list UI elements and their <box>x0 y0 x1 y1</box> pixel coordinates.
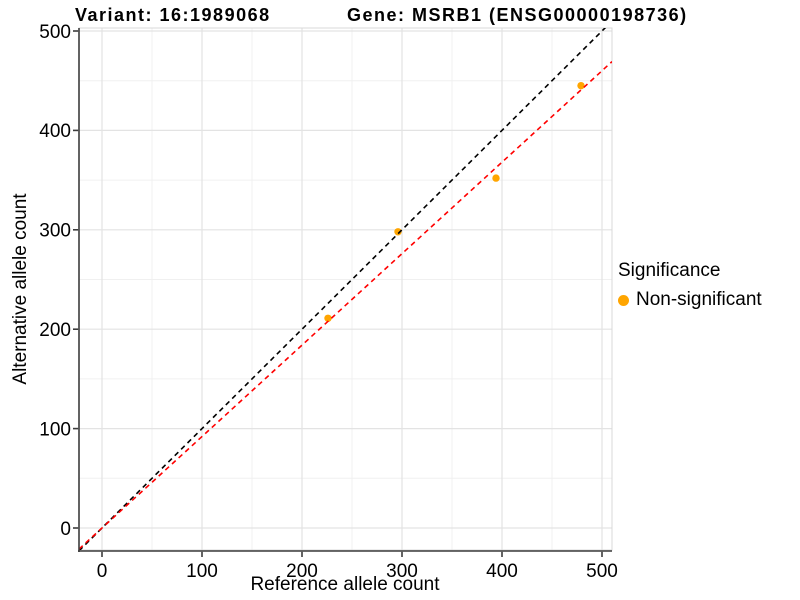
point-marker-icon <box>618 294 629 306</box>
data-point <box>324 314 332 322</box>
y-tick-label: 200 <box>39 320 71 341</box>
legend-title: Significance <box>618 260 721 281</box>
x-tick-label: 0 <box>97 561 108 582</box>
y-tick-label: 0 <box>60 519 71 540</box>
y-tick-label: 400 <box>39 121 71 142</box>
y-axis-title: Alternative allele count <box>10 193 31 385</box>
data-point <box>394 228 402 236</box>
x-tick-label: 400 <box>486 561 518 582</box>
plot-title-gene: Gene: MSRB1 (ENSG00000198736) <box>347 5 688 25</box>
legend-item-label: Non-significant <box>636 289 762 310</box>
y-tick-label: 300 <box>39 221 71 242</box>
plot-title-variant: Variant: 16:1989068 <box>75 5 271 25</box>
y-tick-label: 500 <box>39 22 71 43</box>
y-tick-label: 100 <box>39 419 71 440</box>
fit-line <box>79 61 612 550</box>
data-points <box>324 81 585 322</box>
panel-background <box>79 28 612 550</box>
x-tick-label: 200 <box>286 561 318 582</box>
x-tick-label: 300 <box>386 561 418 582</box>
x-axis-title: Reference allele count <box>250 574 440 595</box>
gridlines <box>79 28 612 550</box>
legend-item-non-significant: Non-significant <box>618 289 762 311</box>
x-tick-label: 500 <box>586 561 618 582</box>
legend: Significance Non-significant <box>618 260 762 311</box>
data-point <box>577 81 585 90</box>
data-point <box>492 174 500 182</box>
x-tick-label: 100 <box>186 561 218 582</box>
